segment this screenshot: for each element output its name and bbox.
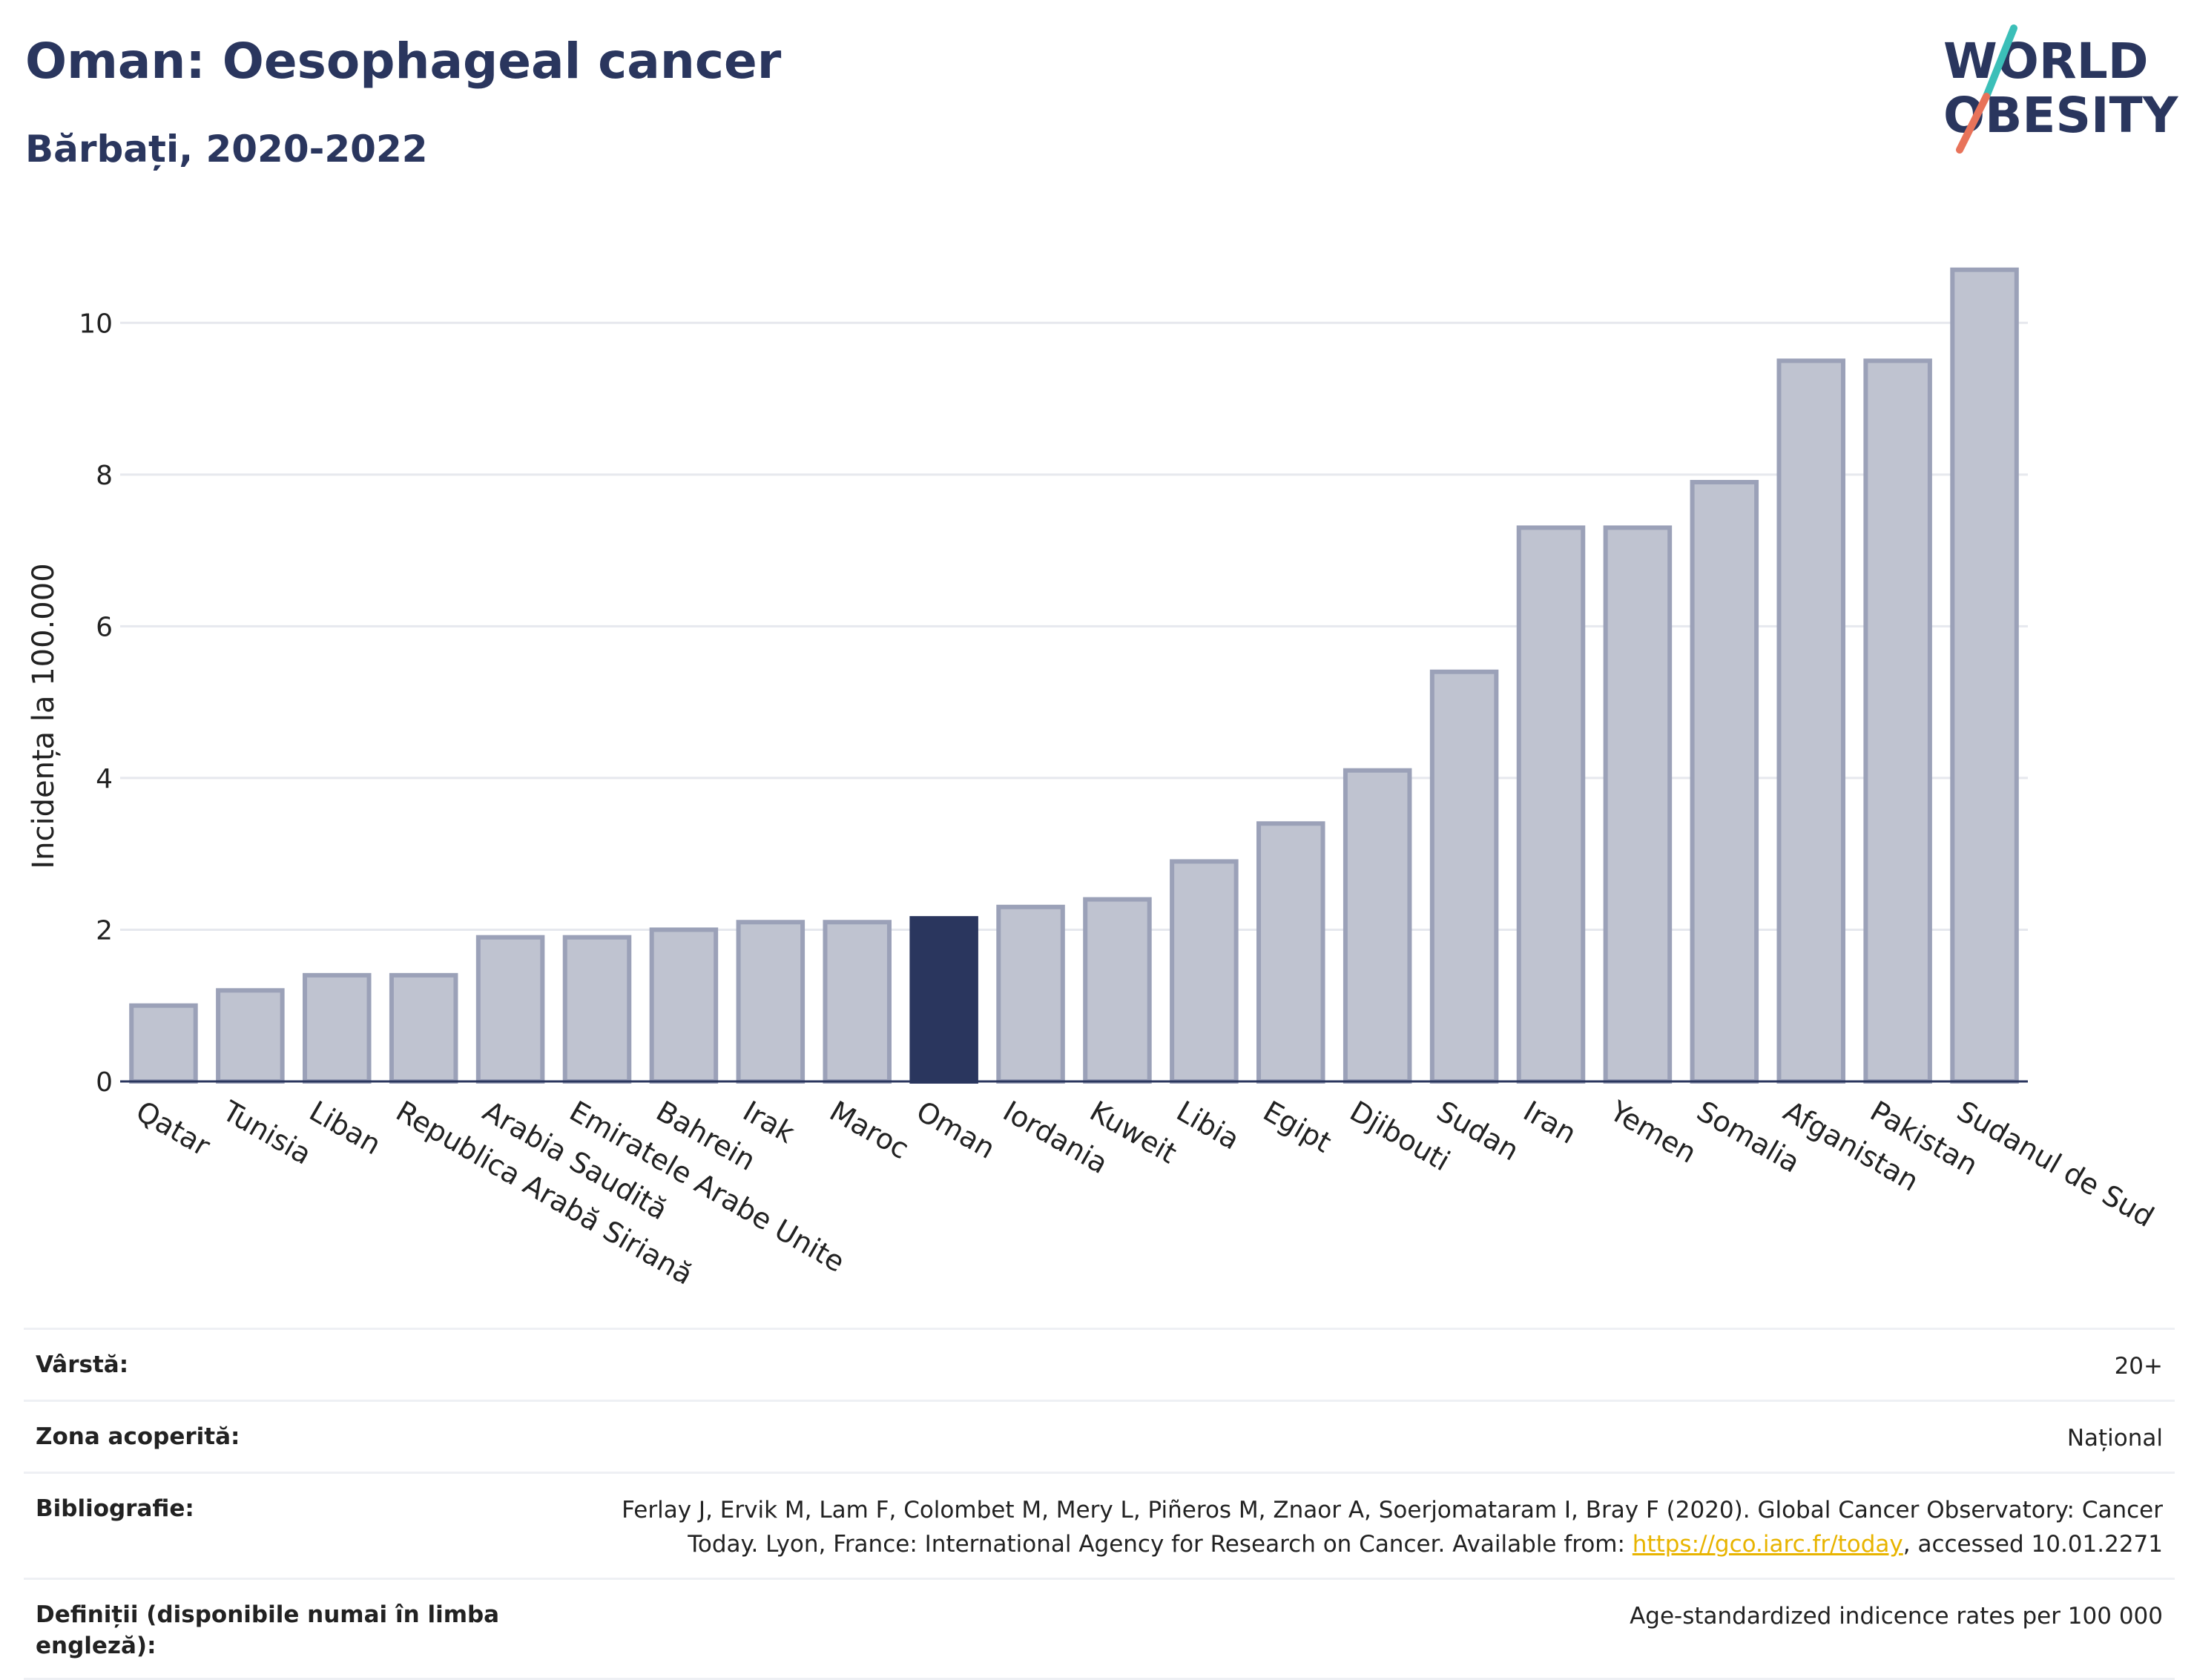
bibliography-line-2-pre: Today. Lyon, France: International Agenc…	[688, 1531, 1633, 1558]
bar-emiratele-arabe-unite[interactable]	[562, 935, 632, 1084]
bar-iran[interactable]	[1516, 525, 1586, 1084]
logo-text-world: WORLD	[1943, 33, 2149, 90]
bar-egipt[interactable]	[1256, 821, 1325, 1084]
y-tick-label: 8	[96, 461, 113, 491]
info-value-age: 20+	[2114, 1353, 2163, 1380]
bar-irak[interactable]	[736, 920, 806, 1084]
y-axis-title: Incidența la 100.000	[27, 563, 61, 869]
x-tick-label: Tunisia	[217, 1094, 317, 1171]
bar-oman[interactable]	[909, 916, 978, 1084]
bar-tunisia[interactable]	[216, 988, 285, 1084]
bar-liban[interactable]	[303, 972, 372, 1084]
x-tick-label: Maroc	[824, 1095, 915, 1166]
bibliography-line-1: Ferlay J, Ervik M, Lam F, Colombet M, Me…	[622, 1497, 2163, 1523]
bar-pakistan[interactable]	[1863, 358, 1932, 1084]
x-tick-label: Liban	[304, 1095, 386, 1162]
info-row-bibliography: Bibliografie: Ferlay J, Ervik M, Lam F, …	[24, 1472, 2175, 1578]
chart-title: Oman: Oesophageal cancer	[25, 33, 782, 90]
info-label-age: Vârstă:	[36, 1351, 129, 1378]
info-value-bibliography: Ferlay J, Ervik M, Lam F, Colombet M, Me…	[622, 1493, 2163, 1561]
info-row-age: Vârstă: 20+	[24, 1328, 2175, 1400]
x-tick-label: Djibouti	[1345, 1095, 1456, 1178]
x-tick-label: Libia	[1171, 1095, 1245, 1156]
bar-sudanul-de-sud[interactable]	[1950, 267, 2019, 1084]
bar-yemen[interactable]	[1603, 525, 1673, 1084]
bibliography-line-2-post: , accessed 10.01.2271	[1903, 1531, 2163, 1558]
y-tick-label: 2	[96, 915, 113, 946]
bar-arabia-saudită[interactable]	[475, 935, 545, 1084]
x-tick-label: Qatar	[131, 1095, 216, 1163]
bar-somalia[interactable]	[1690, 480, 1759, 1084]
info-label-bibliography: Bibliografie:	[36, 1495, 194, 1522]
x-tick-label: Iran	[1518, 1095, 1582, 1150]
x-tick-label: Egipt	[1258, 1095, 1337, 1159]
bar-republica-arabă-siriană[interactable]	[389, 972, 458, 1084]
x-tick-label: Sudanul de Sud	[1951, 1095, 2159, 1233]
info-value-area: Național	[2066, 1425, 2163, 1452]
y-ticks: 0 2 4 6 8 10	[79, 309, 113, 1098]
y-tick-label: 6	[96, 612, 113, 642]
x-tick-label: Yemen	[1604, 1094, 1702, 1170]
bar-sudan[interactable]	[1429, 669, 1499, 1084]
info-label-definitions: Definiții (disponibile numai în limba en…	[36, 1601, 500, 1659]
info-row-definitions: Definiții (disponibile numai în limba en…	[24, 1578, 2175, 1680]
bibliography-link[interactable]: https://gco.iarc.fr/today	[1632, 1531, 1903, 1558]
bar-bahrein[interactable]	[649, 927, 719, 1084]
bar-djibouti[interactable]	[1343, 768, 1412, 1084]
bar-maroc[interactable]	[823, 920, 892, 1084]
bar-kuweit[interactable]	[1083, 897, 1152, 1084]
y-tick-label: 4	[96, 764, 113, 794]
logo-slash-coral	[1956, 93, 1990, 154]
y-tick-label: 0	[96, 1067, 113, 1098]
y-tick-label: 10	[79, 309, 113, 339]
world-obesity-logo[interactable]: WORLD OBESITY	[1928, 22, 2181, 156]
info-value-definitions: Age-standardized indicence rates per 100…	[1630, 1603, 2163, 1630]
chart-subtitle: Bărbați, 2020-2022	[25, 128, 428, 171]
bar-qatar[interactable]	[129, 1003, 198, 1084]
x-tick-label: Oman	[911, 1095, 1001, 1165]
info-table: Vârstă: 20+ Zona acoperită: Național Bib…	[24, 1328, 2175, 1680]
bar-iordania[interactable]	[996, 904, 1065, 1084]
bars	[129, 267, 2019, 1084]
bar-libia[interactable]	[1170, 859, 1239, 1084]
info-row-area: Zona acoperită: Național	[24, 1400, 2175, 1472]
bar-afganistan[interactable]	[1776, 358, 1845, 1084]
info-label-area: Zona acoperită:	[36, 1423, 240, 1450]
logo-slash-teal	[1983, 24, 2017, 100]
